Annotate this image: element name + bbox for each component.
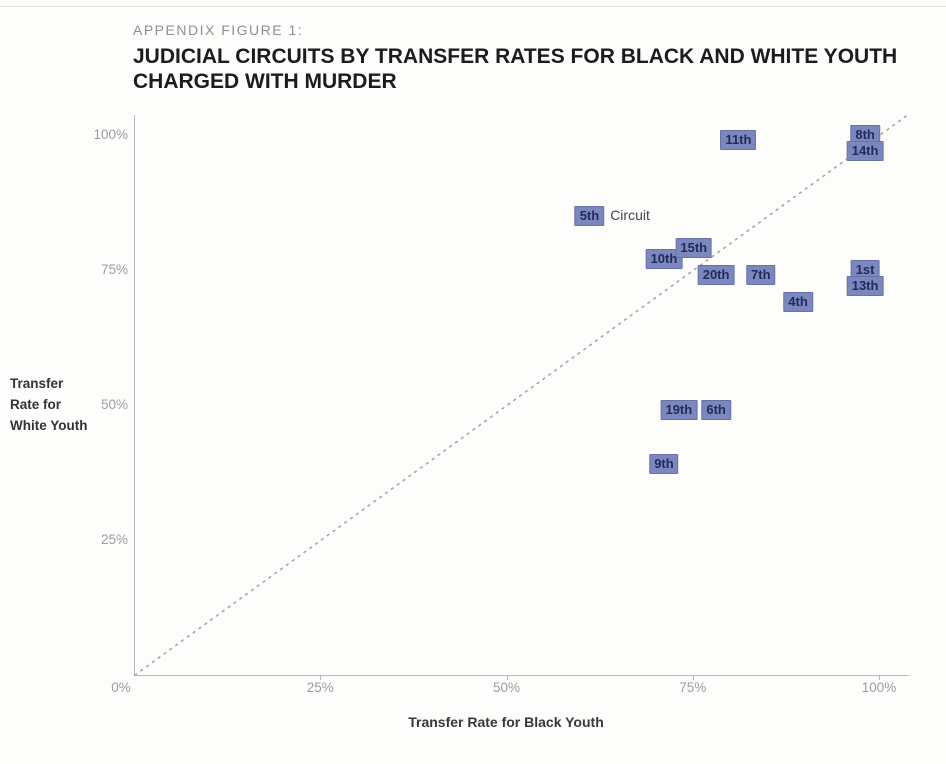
y-tick-label: 100% <box>93 127 128 142</box>
circuit-point-14th: 14th <box>846 141 884 162</box>
y-axis-title-line-2: Rate for <box>10 397 62 412</box>
circuit-point-15th: 15th <box>675 238 713 259</box>
circuit-point-19th: 19th <box>660 400 698 421</box>
x-tick-mark <box>879 676 880 680</box>
circuit-point-6th: 6th <box>701 400 731 421</box>
circuit-point-10th: 10th <box>645 249 683 270</box>
x-tick-label: 75% <box>679 680 707 695</box>
x-tick-mark <box>320 676 322 680</box>
circuit-point-13th: 13th <box>846 276 884 297</box>
circuit-point-suffix: Circuit <box>610 207 650 223</box>
top-divider-line <box>0 6 946 7</box>
plot-area: 11th 8th 14th 5th Circuit 10th 15th 20th 7th 1st 1… <box>134 113 910 676</box>
x-tick-label: 25% <box>306 680 334 695</box>
circuit-point-7th: 7th <box>746 265 776 286</box>
figure-title: JUDICIAL CIRCUITS BY TRANSFER RATES FOR … <box>133 44 923 94</box>
y-axis-title-line-1: Transfer <box>10 376 64 391</box>
identity-reference-line <box>134 113 910 676</box>
figure-title-line-1: JUDICIAL CIRCUITS BY TRANSFER RATES FOR … <box>133 45 898 68</box>
circuit-point-1st: 1st <box>850 260 880 280</box>
x-tick-label: 100% <box>861 680 897 695</box>
figure-title-line-2: CHARGED WITH MURDER <box>133 70 397 93</box>
x-tick-mark <box>506 676 508 680</box>
circuit-point-11th: 11th <box>720 130 757 151</box>
y-axis-title: Transfer Rate for White Youth <box>10 373 88 436</box>
circuit-point-9th: 9th <box>649 454 679 475</box>
circuit-point-5th: 5th Circuit <box>574 206 650 226</box>
circuit-point-4th: 4th <box>783 292 813 313</box>
x-tick-mark <box>692 676 694 680</box>
y-axis-title-line-3: White Youth <box>10 418 88 433</box>
x-axis-title: Transfer Rate for Black Youth <box>408 714 604 730</box>
y-tick-label: 25% <box>100 532 128 547</box>
circuit-point-20th: 20th <box>697 265 735 286</box>
figure-kicker: APPENDIX FIGURE 1: <box>133 22 304 38</box>
x-tick-label: 50% <box>492 680 521 695</box>
x-tick-label: 0% <box>111 680 131 695</box>
y-tick-label: 75% <box>100 262 128 277</box>
circuit-point-8th: 8th <box>850 125 880 145</box>
y-tick-label: 50% <box>100 397 128 412</box>
